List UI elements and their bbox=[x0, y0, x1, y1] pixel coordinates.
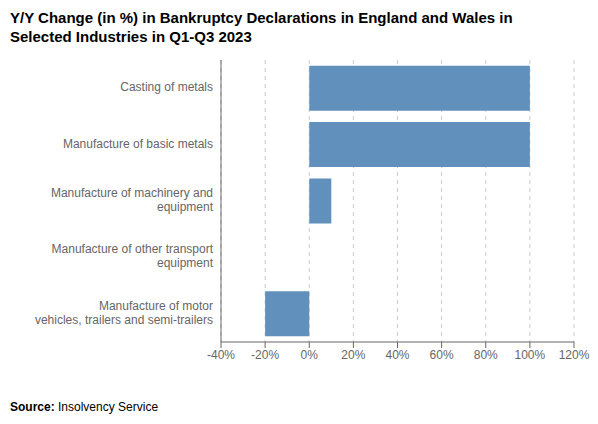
svg-text:20%: 20% bbox=[341, 348, 365, 362]
svg-text:Manufacture of basic metals: Manufacture of basic metals bbox=[63, 137, 213, 151]
html-text:Source: Insolvency Service: Source: Insolvency Service bbox=[10, 400, 159, 414]
svg-text:-20%: -20% bbox=[251, 348, 279, 362]
html-text:Y/Y Change (in %) in Bankruptc: Y/Y Change (in %) in Bankruptcy Declarat… bbox=[10, 9, 513, 26]
svg-text:80%: 80% bbox=[474, 348, 498, 362]
svg-text:120%: 120% bbox=[559, 348, 590, 362]
svg-text:40%: 40% bbox=[385, 348, 409, 362]
svg-text:Manufacture of motorvehicles,: Manufacture of motorvehicles, trailers a… bbox=[35, 299, 213, 327]
svg-text:100%: 100% bbox=[515, 348, 546, 362]
svg-text:Manufacture of machinery andeq: Manufacture of machinery andequipment bbox=[51, 186, 214, 214]
svg-text:0%: 0% bbox=[301, 348, 319, 362]
html-text:Selected Industries in Q1-Q3 2: Selected Industries in Q1-Q3 2023 bbox=[10, 28, 252, 45]
svg-text:Casting of metals: Casting of metals bbox=[120, 80, 213, 94]
svg-text:60%: 60% bbox=[430, 348, 454, 362]
svg-text:Manufacture of other transport: Manufacture of other transportequipment bbox=[52, 243, 214, 271]
svg-text:-40%: -40% bbox=[207, 348, 235, 362]
